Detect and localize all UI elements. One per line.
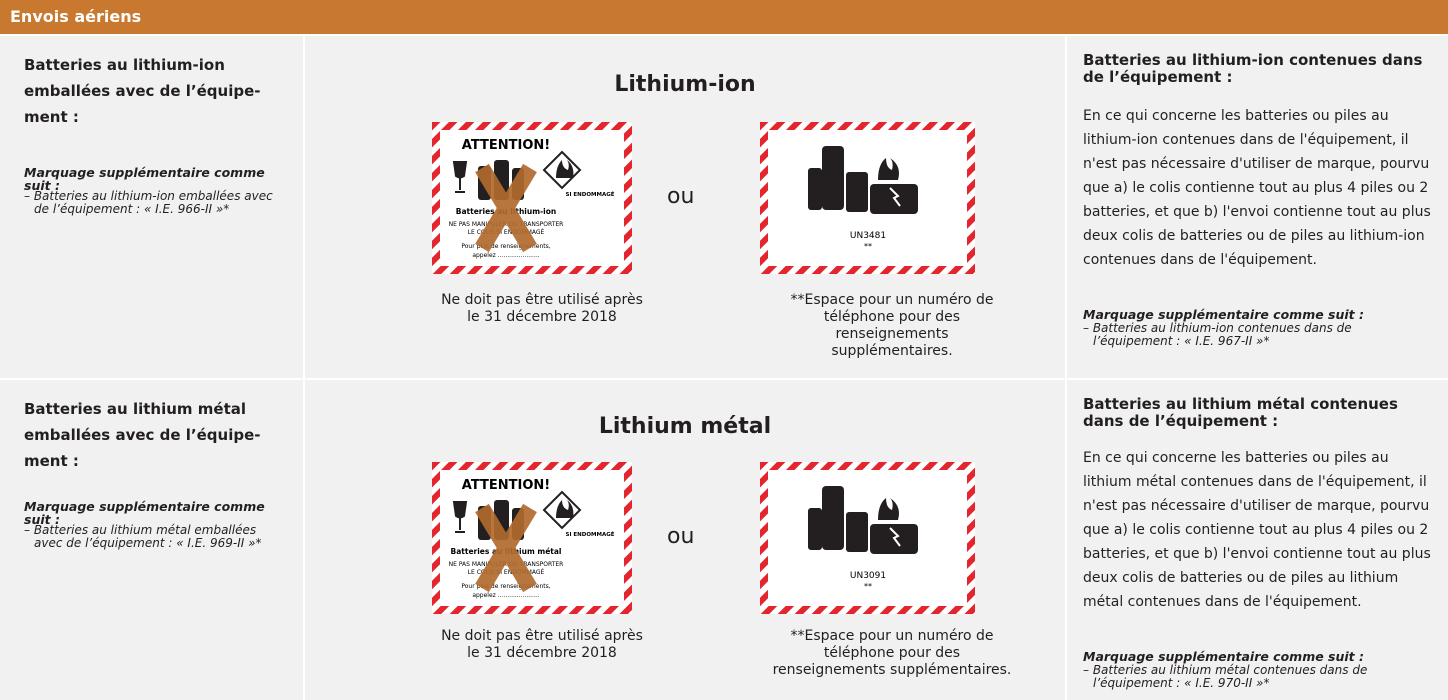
left-cell: Batteries au lithium-ion emballées avec … xyxy=(0,36,303,378)
label-battery: UN3091 ** xyxy=(760,462,975,614)
label-text: ** xyxy=(864,582,872,591)
caption: Ne doit pas être utilisé après le 31 déc… xyxy=(437,628,647,662)
document: Envois aériens Batteries au lithium-ion … xyxy=(0,0,1448,700)
label-attention: ATTENTION! SI ENDOMMAGÉ Batteries au lit… xyxy=(432,462,632,614)
or: ou xyxy=(667,524,694,549)
middle-cell: Lithium-ion ATTENTION! SI ENDOMMAGÉ Batt… xyxy=(305,36,1065,378)
page: Envois aériens {"header": {"title": "Env… xyxy=(0,0,1448,700)
label-text: ** xyxy=(864,242,872,251)
left-title: Batteries au lithium métal emballées ave… xyxy=(24,396,274,474)
label-text: SI ENDOMMAGÉ xyxy=(566,530,615,538)
label-attention: ATTENTION! SI ENDOMMAGÉ Batteries au lit… xyxy=(432,122,632,274)
heading: Lithium-ion xyxy=(305,72,1065,97)
header-title: Envois aériens xyxy=(0,0,1448,34)
or: ou xyxy=(667,184,694,209)
right-title: Batteries au lithium-ion contenues dans … xyxy=(1083,52,1423,86)
label-text: ATTENTION! xyxy=(462,478,550,493)
right-subtitle: Marquage supplémentaire comme suit : xyxy=(1083,650,1443,663)
right-body: En ce qui concerne les batteries ou pile… xyxy=(1083,104,1435,272)
right-title: Batteries au lithium métal contenues dan… xyxy=(1083,396,1423,430)
label-text: appelez ...................... xyxy=(472,252,539,259)
right-note: – Batteries au lithium-ion contenues dan… xyxy=(1083,322,1433,348)
label-battery: UN3481 ** xyxy=(760,122,975,274)
right-cell: Batteries au lithium métal contenues dan… xyxy=(1067,380,1448,700)
label-text: Pour plus de renseignements, xyxy=(461,243,550,250)
caption: **Espace pour un numéro de téléphone pou… xyxy=(782,292,1002,360)
middle-cell: Lithium métal ATTENTION! SI ENDOMMAGÉ Ba… xyxy=(305,380,1065,700)
label-text: LE COLIS SI ENDOMMAGÉ xyxy=(468,568,545,576)
label-text: UN3481 xyxy=(850,231,886,241)
left-title: Batteries au lithium-ion emballées avec … xyxy=(24,52,274,130)
right-subtitle: Marquage supplémentaire comme suit : xyxy=(1083,308,1443,321)
left-note: – Batteries au lithium-ion emballées ave… xyxy=(24,190,284,216)
label-text: appelez ...................... xyxy=(472,592,539,599)
left-cell: Batteries au lithium métal emballées ave… xyxy=(0,380,303,700)
caption: Ne doit pas être utilisé après le 31 déc… xyxy=(437,292,647,326)
label-text: UN3091 xyxy=(850,571,886,581)
heading: Lithium métal xyxy=(305,414,1065,439)
label-text: ATTENTION! xyxy=(462,138,550,153)
right-body: En ce qui concerne les batteries ou pile… xyxy=(1083,446,1435,614)
label-text: SI ENDOMMAGÉ xyxy=(566,190,615,198)
right-note: – Batteries au lithium métal contenues d… xyxy=(1083,664,1433,690)
left-note: – Batteries au lithium métal emballées a… xyxy=(24,524,284,550)
label-text: LE COLIS SI ENDOMMAGÉ xyxy=(468,228,545,236)
caption: **Espace pour un numéro de téléphone pou… xyxy=(772,628,1012,679)
label-text: Pour plus de renseignements, xyxy=(461,583,550,590)
right-cell: Batteries au lithium-ion contenues dans … xyxy=(1067,36,1448,378)
